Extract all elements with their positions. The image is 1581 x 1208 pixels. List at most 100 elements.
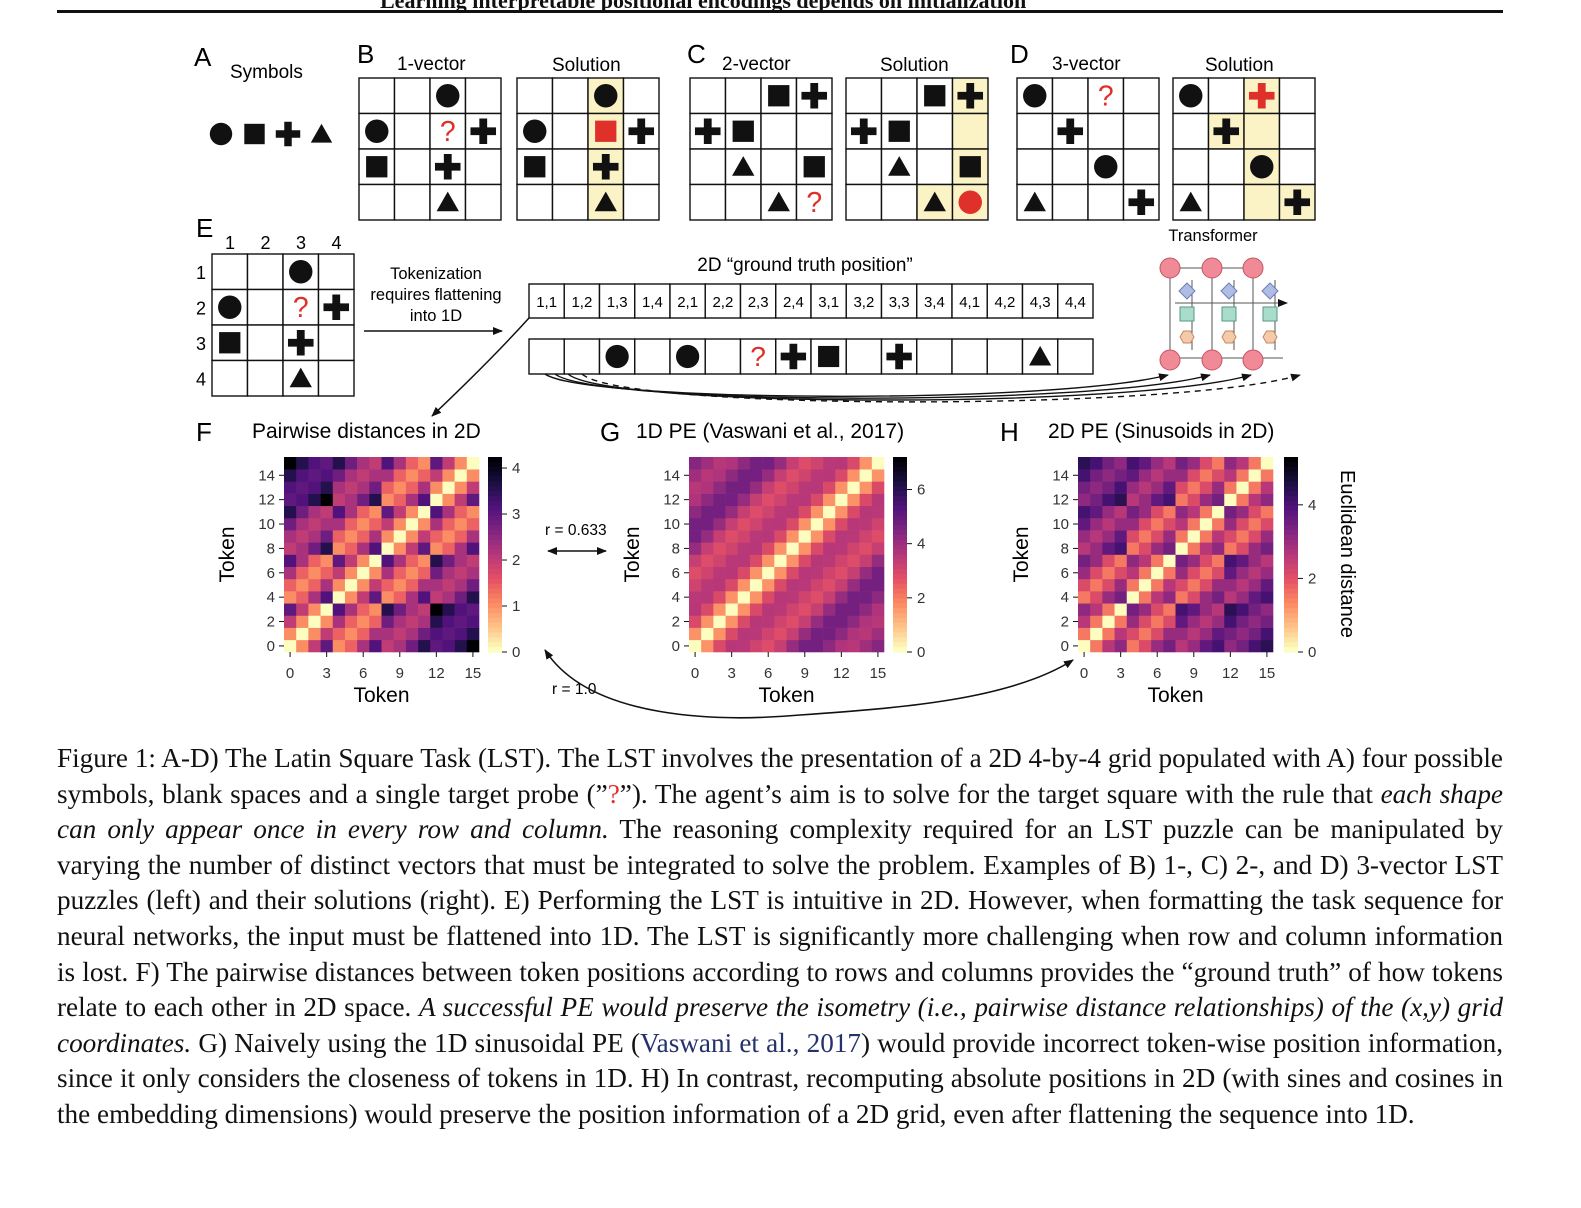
colorbar-segment [1284,525,1298,531]
heatmap-cell [810,615,824,628]
colorbar-segment [893,496,907,502]
heatmap-cell [1175,530,1188,543]
heatmap-cell [1199,530,1213,543]
panel-d-title: 3-vector [1052,54,1121,75]
heatmap-cell [786,591,799,604]
colorbar-segment [1284,617,1298,624]
grid-cell [760,148,798,186]
heatmap-cell [405,517,419,531]
heatmap-cell [430,517,443,531]
grid-cell [795,183,833,221]
figure-caption: Figure 1: A-D) The Latin Square Task (LS… [57,741,1503,1133]
colorbar-segment [893,525,907,531]
heatmap-cell [442,517,455,531]
heatmap-cell [1236,517,1249,531]
heatmap-cell [1175,469,1188,482]
heatmap-cell [725,566,739,580]
heatmap-cell [418,578,431,592]
heatmap-cell [762,615,775,628]
heatmap-cell [332,481,346,494]
heatmap-cell [1126,469,1140,482]
heatmap-cell [1224,591,1237,604]
grid-cell [1016,112,1054,150]
heatmap-cell [418,542,431,555]
heatmap-cell [786,457,799,470]
heatmap-cell [430,530,443,543]
heatmap-cell [847,457,860,470]
position-label: 4,4 [1065,294,1086,311]
heatmap-cell [1236,578,1249,592]
cross-icon [592,153,619,180]
heatmap-cell [737,627,751,641]
colorbar-segment [893,613,907,619]
x-tick-label: 6 [764,665,772,682]
colorbar-segment [1284,476,1298,482]
heatmap-cell [418,615,431,628]
grid-cell [880,77,918,115]
heatmap-cell [454,457,468,470]
arrow-to-transformer [581,373,1301,403]
heatmap-cell [689,469,702,482]
heatmap-cell [725,505,739,519]
square-icon [888,120,910,142]
heatmap-cell [774,603,787,616]
heatmap-cell [1260,530,1274,543]
position-label: 3,4 [924,294,945,311]
heatmap-cell [1102,457,1115,470]
heatmap-cell [762,481,775,494]
heatmap-cell [1236,603,1249,616]
panel-letter-f: F [196,417,212,447]
heatmap-cell [823,578,836,592]
heatmap-cell [1126,505,1140,519]
heatmap-cell [798,615,812,628]
colorbar-segment [1284,466,1298,473]
heatmap-cell [1090,505,1103,519]
grid-cell [1051,183,1089,221]
colorbar-segment [893,466,907,473]
colorbar-segment [893,510,907,516]
heatmap-cell [1248,530,1262,543]
heatmap-cell [1126,493,1140,507]
colorbar-segment [488,500,502,507]
x-tick-label: 12 [833,665,850,682]
heatmap-cell [1138,469,1152,482]
colorbar-segment [488,617,502,624]
heatmap-cell [332,505,346,519]
grid-cell [1087,183,1125,221]
heatmap-cell [1248,481,1262,494]
heatmap-cell [381,542,394,555]
heatmap-cell [442,627,455,641]
heatmap-cell [320,591,334,604]
grid-cell [622,148,660,186]
heatmap-cell [357,493,370,507]
heatmap-cell [1163,505,1176,519]
square-icon [366,156,388,178]
heatmap-cell [344,639,358,653]
heatmap-cell [1248,493,1262,507]
grid-cell [393,112,431,150]
caption-citation-link[interactable]: Vaswani et al., 2017 [640,1027,861,1058]
heatmap-cell [466,566,480,580]
y-tick-label: 8 [672,540,680,557]
heatmap-cell [1199,566,1213,580]
heatmap-cell [713,505,726,519]
heatmap-cell [1187,578,1201,592]
heatmap-cell [1248,578,1262,592]
heatmap-cell [859,505,873,519]
grid-cell [880,183,918,221]
cross-icon [780,343,807,370]
heatmap-cell [774,505,787,519]
heatmap-cell [308,530,321,543]
heatmap-cell [357,603,370,616]
heatmap-cell [357,517,370,531]
heatmap-cell [1090,578,1103,592]
heatmap-cell [1187,639,1201,653]
heatmap-cell [430,566,443,580]
colorbar-segment [893,593,907,599]
heatmap-cell [369,603,382,616]
heatmap-cell [296,554,309,567]
heatmap-cell [1114,554,1128,567]
heatmap-cell [786,554,799,567]
heatmap-cell [1224,566,1237,580]
heatmap-cell [1248,542,1262,555]
